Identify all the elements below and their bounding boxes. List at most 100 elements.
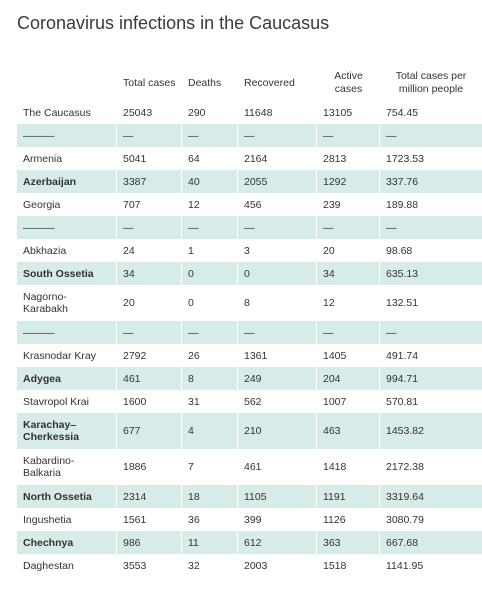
table-row: Georgia 707 12 456 239 189.88 [17,193,482,216]
total-cases-cell: 25043 [117,101,182,124]
deaths-cell: 40 [182,170,238,193]
recovered-cell: 249 [238,367,317,390]
active-cases-cell: 363 [317,531,380,554]
recovered-cell: — [238,216,317,239]
total-cases-cell: — [117,124,182,147]
recovered-cell: 11648 [238,101,317,124]
total-cases-cell: 20 [117,285,182,321]
deaths-cell: 1 [182,239,238,262]
recovered-cell: 562 [238,390,317,413]
region-cell: Krasnodar Kray [17,344,117,367]
recovered-cell: 8 [238,285,317,321]
table-row: Abkhazia 24 1 3 20 98.68 [17,239,482,262]
table-body: The Caucasus 25043 290 11648 13105 754.45 ——— —… [17,101,482,577]
table-row: The Caucasus 25043 290 11648 13105 754.45 [17,101,482,124]
deaths-cell: 64 [182,147,238,170]
active-cases-cell: 1191 [317,485,380,508]
cases-per-million-cell: 2172.38 [386,461,424,473]
table-row: South Ossetia 34 0 0 34 635.13 [17,262,482,285]
header-cases-per-million: Total cases per million people [395,70,467,95]
recovered-cell: 399 [238,508,317,531]
page-title: Coronavirus infections in the Caucasus [17,13,330,33]
cases-per-million-cell: 1141.95 [386,559,424,572]
deaths-cell: 4 [182,413,238,449]
deaths-cell: 32 [182,554,238,577]
active-cases-cell: 13105 [317,101,380,124]
recovered-cell: 210 [238,413,317,449]
table-row: ——— — — — — — [17,321,482,344]
deaths-cell: 290 [182,101,238,124]
region-cell: Nagorno-Karabakh [17,285,117,321]
active-cases-cell: 1007 [317,390,380,413]
cases-per-million-cell: 754.45 [386,106,419,119]
recovered-cell: 456 [238,193,317,216]
recovered-cell: 461 [238,449,317,485]
cases-per-million-cell: — [380,321,482,344]
deaths-cell: — [182,124,238,147]
total-cases-cell: 2314 [117,485,182,508]
region-cell: ——— [17,124,117,147]
recovered-cell: 0 [238,262,317,285]
active-cases-cell: — [317,321,380,344]
active-cases-cell: — [317,216,380,239]
table-row: North Ossetia 2314 18 1105 1191 3319.64 [17,485,482,508]
total-cases-cell: 3387 [117,170,182,193]
header-row: Total cases Deaths Recovered Active case… [17,65,482,101]
cases-per-million-cell: 337.76 [380,170,482,193]
cases-per-million-cell: 3080.79 [386,513,424,526]
region-cell: Abkhazia [17,239,117,262]
region-cell: Daghestan [17,554,117,577]
deaths-cell: 31 [182,390,238,413]
table-header: Total cases Deaths Recovered Active case… [17,65,482,101]
deaths-cell: 0 [182,262,238,285]
header-active-cases: Active cases [334,70,363,95]
total-cases-cell: 1600 [117,390,182,413]
deaths-cell: — [182,321,238,344]
recovered-cell: 1105 [238,485,317,508]
region-cell: Chechnya [17,531,117,554]
table-row: Azerbaijan 3387 40 2055 1292 337.76 [17,170,482,193]
header-total-cases: Total cases [123,76,176,89]
recovered-cell: 612 [238,531,317,554]
cases-per-million-cell: 1723.53 [386,152,424,165]
region-cell: Stavropol Krai [17,390,117,413]
table-row: Stavropol Krai 1600 31 562 1007 570.81 [17,390,482,413]
table-row: Ingushetia 1561 36 399 1126 3080.79 [17,508,482,531]
recovered-cell: — [238,124,317,147]
total-cases-cell: 1886 [117,449,182,485]
region-cell: Kabardino-Balkaria [17,449,117,485]
cases-per-million-cell: 491.74 [386,349,419,362]
active-cases-cell: 1405 [317,344,380,367]
deaths-cell: 7 [182,449,238,485]
recovered-cell: 3 [238,239,317,262]
total-cases-cell: 986 [117,531,182,554]
active-cases-cell: — [317,124,380,147]
deaths-cell: 8 [182,367,238,390]
deaths-cell: 11 [182,531,238,554]
header-region [17,65,117,101]
active-cases-cell: 1292 [317,170,380,193]
active-cases-cell: 1126 [317,508,380,531]
region-cell: Azerbaijan [17,170,117,193]
region-cell: Ingushetia [17,508,117,531]
cases-per-million-cell: 635.13 [380,262,482,285]
table-row: Nagorno-Karabakh 20 0 8 12 132.51 [17,285,482,321]
total-cases-cell: 461 [117,367,182,390]
table-row: Chechnya 986 11 612 363 667.68 [17,531,482,554]
active-cases-cell: 463 [317,413,380,449]
cases-per-million-cell: 667.68 [380,531,482,554]
table-row: Adygea 461 8 249 204 994.71 [17,367,482,390]
table-row: Karachay–Cherkessia 677 4 210 463 1453.82 [17,413,482,449]
total-cases-cell: 24 [117,239,182,262]
total-cases-cell: 677 [117,413,182,449]
active-cases-cell: 239 [317,193,380,216]
cases-per-million-cell: 189.88 [386,198,419,211]
deaths-cell: 12 [182,193,238,216]
deaths-cell: 36 [182,508,238,531]
total-cases-cell: 3553 [117,554,182,577]
cases-per-million-cell: 994.71 [380,367,482,390]
region-cell: North Ossetia [17,485,117,508]
table-row: Krasnodar Kray 2792 26 1361 1405 491.74 [17,344,482,367]
deaths-cell: 18 [182,485,238,508]
table-row: Kabardino-Balkaria 1886 7 461 1418 2172.38 [17,449,482,485]
